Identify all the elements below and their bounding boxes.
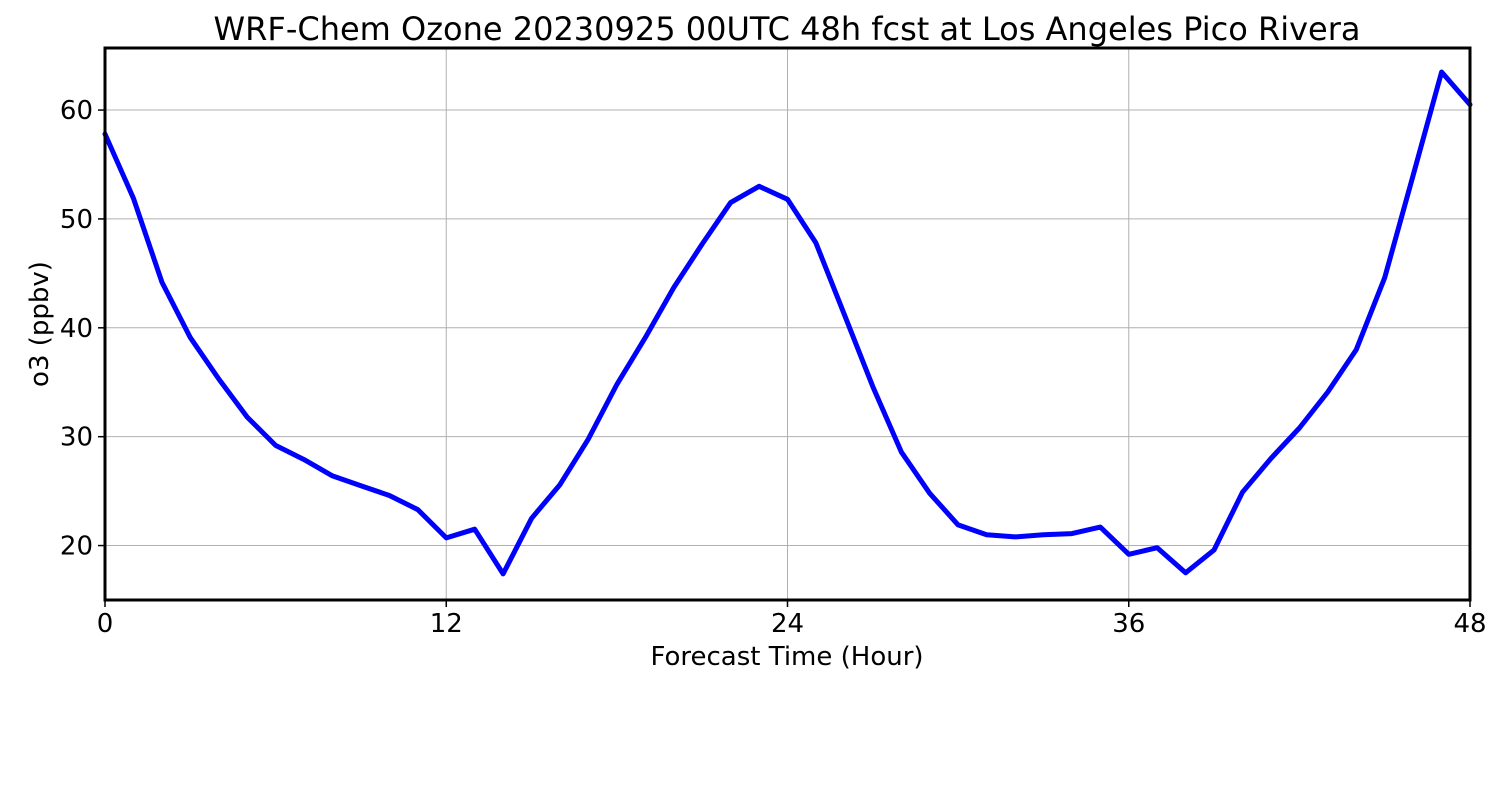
x-tick-label: 48 bbox=[1453, 609, 1486, 639]
x-tick-label: 12 bbox=[430, 609, 463, 639]
y-tick-label: 60 bbox=[60, 96, 93, 126]
y-axis-label: o3 (ppbv) bbox=[25, 261, 55, 387]
x-axis-label: Forecast Time (Hour) bbox=[650, 642, 923, 672]
y-axis-ticks: 20 30 40 50 60 bbox=[60, 96, 105, 562]
y-tick-label: 20 bbox=[60, 532, 93, 562]
chart-title: WRF-Chem Ozone 20230925 00UTC 48h fcst a… bbox=[214, 10, 1361, 48]
grid-lines bbox=[104, 48, 1471, 600]
y-tick-label: 40 bbox=[60, 314, 93, 344]
y-tick-label: 30 bbox=[60, 423, 93, 453]
y-tick-label: 50 bbox=[60, 205, 93, 235]
x-tick-label: 36 bbox=[1112, 609, 1145, 639]
x-axis-ticks: 0 12 24 36 48 bbox=[97, 600, 1487, 639]
x-tick-label: 24 bbox=[771, 609, 804, 639]
ozone-series-line bbox=[102, 69, 1473, 577]
x-tick-label: 0 bbox=[97, 609, 114, 639]
